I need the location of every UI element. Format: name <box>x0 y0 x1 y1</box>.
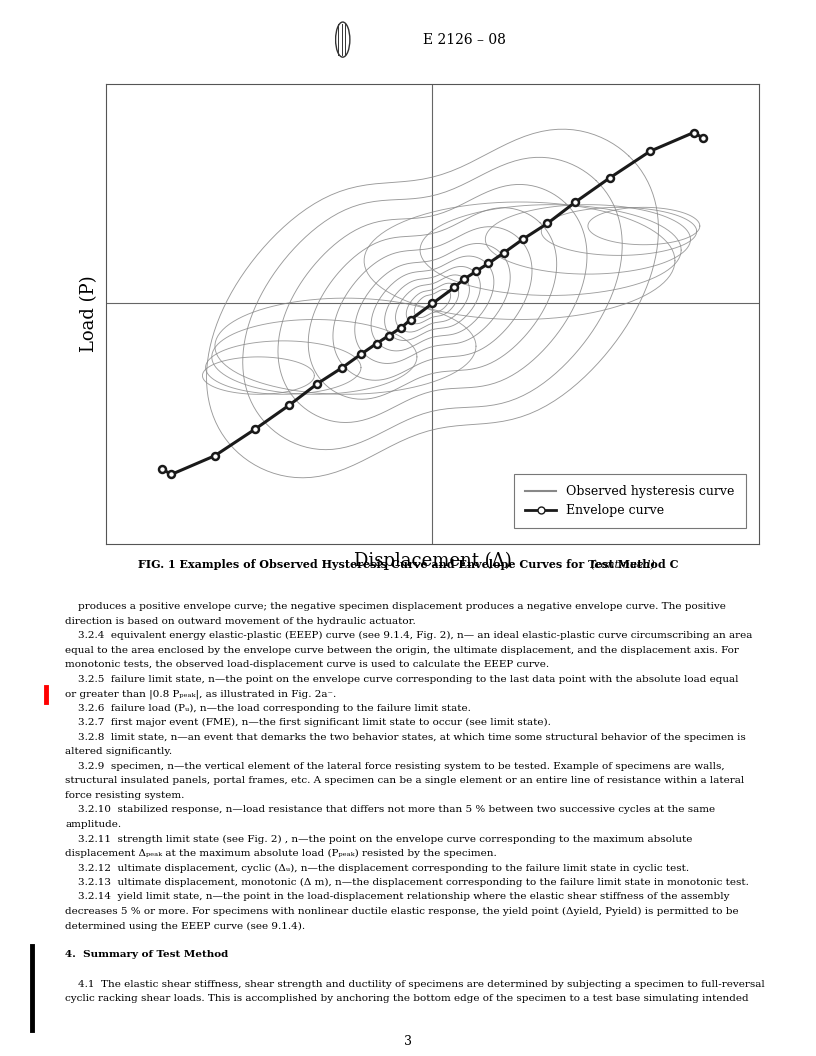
Text: force resisting system.: force resisting system. <box>65 791 184 799</box>
Text: displacement Δₚₑₐₖ at the maximum absolute load (Pₚₑₐₖ) resisted by the specimen: displacement Δₚₑₐₖ at the maximum absolu… <box>65 849 497 859</box>
Text: 3.2.6  failure load (Pᵤ), n—the load corresponding to the failure limit state.: 3.2.6 failure load (Pᵤ), n—the load corr… <box>65 704 471 713</box>
Text: 3.2.11  strength limit state (see Fig. 2) , n—the point on the envelope curve co: 3.2.11 strength limit state (see Fig. 2)… <box>65 834 693 844</box>
Text: 3.2.7  first major event (FME), n—the first significant limit state to occur (se: 3.2.7 first major event (FME), n—the fir… <box>65 718 551 728</box>
Text: 3.2.13  ultimate displacement, monotonic (Δ m), n—the displacement corresponding: 3.2.13 ultimate displacement, monotonic … <box>65 878 749 887</box>
Text: 4.  Summary of Test Method: 4. Summary of Test Method <box>65 950 228 960</box>
Text: (continued): (continued) <box>591 560 655 570</box>
Text: 3: 3 <box>404 1035 412 1048</box>
Text: 4.1  The elastic shear stiffness, shear strength and ductility of specimens are : 4.1 The elastic shear stiffness, shear s… <box>65 980 765 988</box>
Text: cyclic racking shear loads. This is accomplished by anchoring the bottom edge of: cyclic racking shear loads. This is acco… <box>65 994 749 1003</box>
Text: 3.2.10  stabilized response, n—load resistance that differs not more than 5 % be: 3.2.10 stabilized response, n—load resis… <box>65 806 716 814</box>
Text: amplitude.: amplitude. <box>65 819 122 829</box>
Text: decreases 5 % or more. For specimens with nonlinear ductile elastic response, th: decreases 5 % or more. For specimens wit… <box>65 907 739 917</box>
Text: 3.2.5  failure limit state, n—the point on the envelope curve corresponding to t: 3.2.5 failure limit state, n—the point o… <box>65 675 738 684</box>
Text: 3.2.4  equivalent energy elastic-plastic (EEEP) curve (see 9.1.4, Fig. 2), n— an: 3.2.4 equivalent energy elastic-plastic … <box>65 631 752 640</box>
X-axis label: Displacement (Δ): Displacement (Δ) <box>353 552 512 570</box>
Text: direction is based on outward movement of the hydraulic actuator.: direction is based on outward movement o… <box>65 617 416 626</box>
Text: 3.2.8  limit state, n—an event that demarks the two behavior states, at which ti: 3.2.8 limit state, n—an event that demar… <box>65 733 746 742</box>
Text: 3.2.9  specimen, n—the vertical element of the lateral force resisting system to: 3.2.9 specimen, n—the vertical element o… <box>65 761 725 771</box>
Text: 3.2.12  ultimate displacement, cyclic (Δᵤ), n—the displacement corresponding to : 3.2.12 ultimate displacement, cyclic (Δᵤ… <box>65 864 690 872</box>
Y-axis label: Load (P): Load (P) <box>80 276 98 353</box>
Text: FIG. 1 Examples of Observed Hysteresis Curve and Envelope Curves for Test Method: FIG. 1 Examples of Observed Hysteresis C… <box>138 560 678 570</box>
Text: equal to the area enclosed by the envelope curve between the origin, the ultimat: equal to the area enclosed by the envelo… <box>65 646 739 655</box>
Text: structural insulated panels, portal frames, etc. A specimen can be a single elem: structural insulated panels, portal fram… <box>65 776 744 786</box>
Legend: Observed hysteresis curve, Envelope curve: Observed hysteresis curve, Envelope curv… <box>514 474 746 528</box>
Text: 3.2.14  yield limit state, n—the point in the load-displacement relationship whe: 3.2.14 yield limit state, n—the point in… <box>65 892 730 902</box>
Text: determined using the EEEP curve (see 9.1.4).: determined using the EEEP curve (see 9.1… <box>65 922 305 930</box>
Text: E 2126 – 08: E 2126 – 08 <box>423 33 506 46</box>
Text: altered significantly.: altered significantly. <box>65 748 172 756</box>
Text: monotonic tests, the observed load-displacement curve is used to calculate the E: monotonic tests, the observed load-displ… <box>65 660 549 670</box>
Text: produces a positive envelope curve; the negative specimen displacement produces : produces a positive envelope curve; the … <box>65 602 726 611</box>
Text: or greater than |0.8 Pₚₑₐₖ|, as illustrated in Fig. 2a⁻.: or greater than |0.8 Pₚₑₐₖ|, as illustra… <box>65 690 336 699</box>
